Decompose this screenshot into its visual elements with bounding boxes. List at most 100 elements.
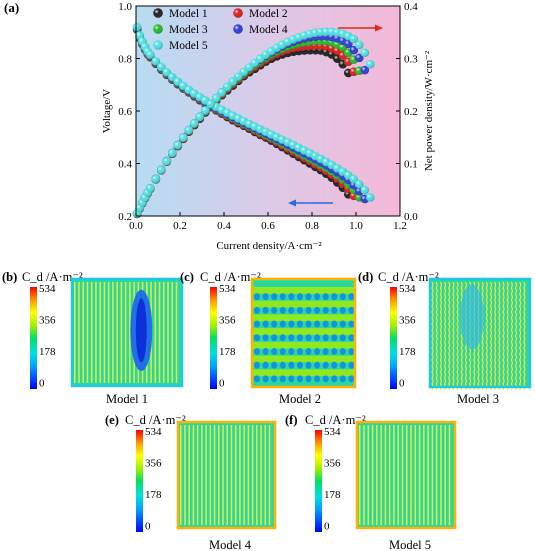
y-right-tick-label: 0.4 [404,1,418,13]
map-spot [314,320,321,328]
map-spot [305,293,312,301]
map-stripe [518,281,522,391]
panel-label: (b) [2,270,17,284]
colorbar-tick-label: 178 [219,346,236,358]
map-spot [271,306,278,314]
map-spot [331,320,338,328]
data-point-shine [162,67,172,77]
legend: Model 1 Model 2 Model 3 Model 4 Model 5 [153,8,288,52]
map-stripe [175,282,178,383]
map-spot [322,306,329,314]
map-stripe [239,425,241,525]
data-point-shine [360,65,370,75]
map-spot [279,306,286,314]
map-spot [305,306,312,314]
map-spot [254,361,260,369]
map-spot [279,293,286,301]
map-spot [271,361,278,369]
legend-label: Model 1 [169,8,208,20]
map-spot [254,293,260,301]
data-point-shine [162,156,172,166]
map-spot [322,361,329,369]
colorbar-tick-label: 178 [324,489,341,501]
map-spot [279,334,286,342]
map-spot [348,334,355,342]
map-band [252,314,355,322]
map-stripe [256,425,258,525]
map-stripe [167,282,169,383]
heatmap-title: Model 2 [279,392,321,406]
map-spot [262,375,269,383]
map-stripe [112,282,114,383]
data-point-shine [190,119,199,128]
low-density-core [135,298,147,363]
map-spot [288,293,295,301]
map-stripe [380,425,382,525]
y-left-tick-label: 0.6 [118,106,132,118]
map-stripe [485,281,488,391]
data-point-shine [212,93,221,103]
map-stripe [129,282,131,383]
map-spot [305,347,312,355]
map-stripe [423,425,425,525]
map-stripe [444,425,446,525]
map-stripe [234,425,237,525]
map-stripe [447,281,451,391]
map-spot [305,320,312,328]
map-spot [339,320,346,328]
data-point-shine [228,77,238,86]
map-stripe [268,425,271,525]
data-point-shine [349,34,359,44]
y-right-tick-label: 0.3 [404,54,418,66]
legend-label: Model 4 [249,24,288,36]
map-band [252,355,355,363]
x-tick-label: 0.2 [173,220,187,232]
map-spot [322,293,329,301]
map-stripe [188,425,190,525]
map-stripe [184,425,186,525]
map-stripe [439,281,442,391]
map-stripe [443,281,447,391]
map-stripe [384,425,387,525]
y-right-tick-label: 0.1 [404,159,418,171]
map-spot [271,334,278,342]
map-spot [348,293,355,301]
colorbar-tick-label: 178 [145,489,162,501]
map-stripe [201,425,203,525]
data-point-shine [151,56,161,66]
colorbar-tick-label: 0 [39,378,45,390]
current-density-map [355,420,457,530]
colorbar-title: C_d /A·m⁻² [305,413,366,427]
map-spot [305,375,312,383]
map-spot [296,293,303,301]
map-stripe [120,282,123,383]
map-spot [314,306,321,314]
colorbar-title: C_d /A·m⁻² [200,270,261,284]
colorbar [210,287,217,389]
data-point-shine [184,125,194,135]
map-stripe [260,425,262,525]
data-point-shine [349,174,359,184]
map-spot [314,375,321,383]
map-stripe [393,425,395,525]
map-spot [279,347,286,355]
map-stripe [448,425,451,525]
map-stripe [82,282,84,383]
map-stripe [401,425,404,525]
map-spot [262,306,269,314]
map-spot [288,306,295,314]
polarization-chart: 0.0 0.2 0.4 0.6 0.8 1.0 1.20.20.40.60.81.00.00… [4,0,435,252]
legend-marker-shine [153,24,163,34]
map-spot [296,375,303,383]
y-axis-left-label: Voltage/V [101,89,113,133]
map-stripe [163,282,165,383]
current-density-map [428,277,532,391]
colorbar-tick-label: 178 [399,346,416,358]
map-spot [348,361,355,369]
map-spot [254,334,260,342]
map-spot [279,375,286,383]
